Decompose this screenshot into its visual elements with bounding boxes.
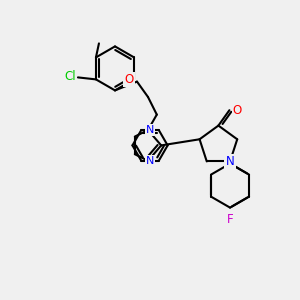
Text: Cl: Cl bbox=[64, 70, 76, 83]
Text: F: F bbox=[227, 213, 233, 226]
Text: N: N bbox=[226, 155, 234, 168]
Text: O: O bbox=[233, 104, 242, 117]
Text: O: O bbox=[124, 73, 134, 86]
Text: N: N bbox=[146, 125, 154, 135]
Text: N: N bbox=[146, 156, 154, 166]
